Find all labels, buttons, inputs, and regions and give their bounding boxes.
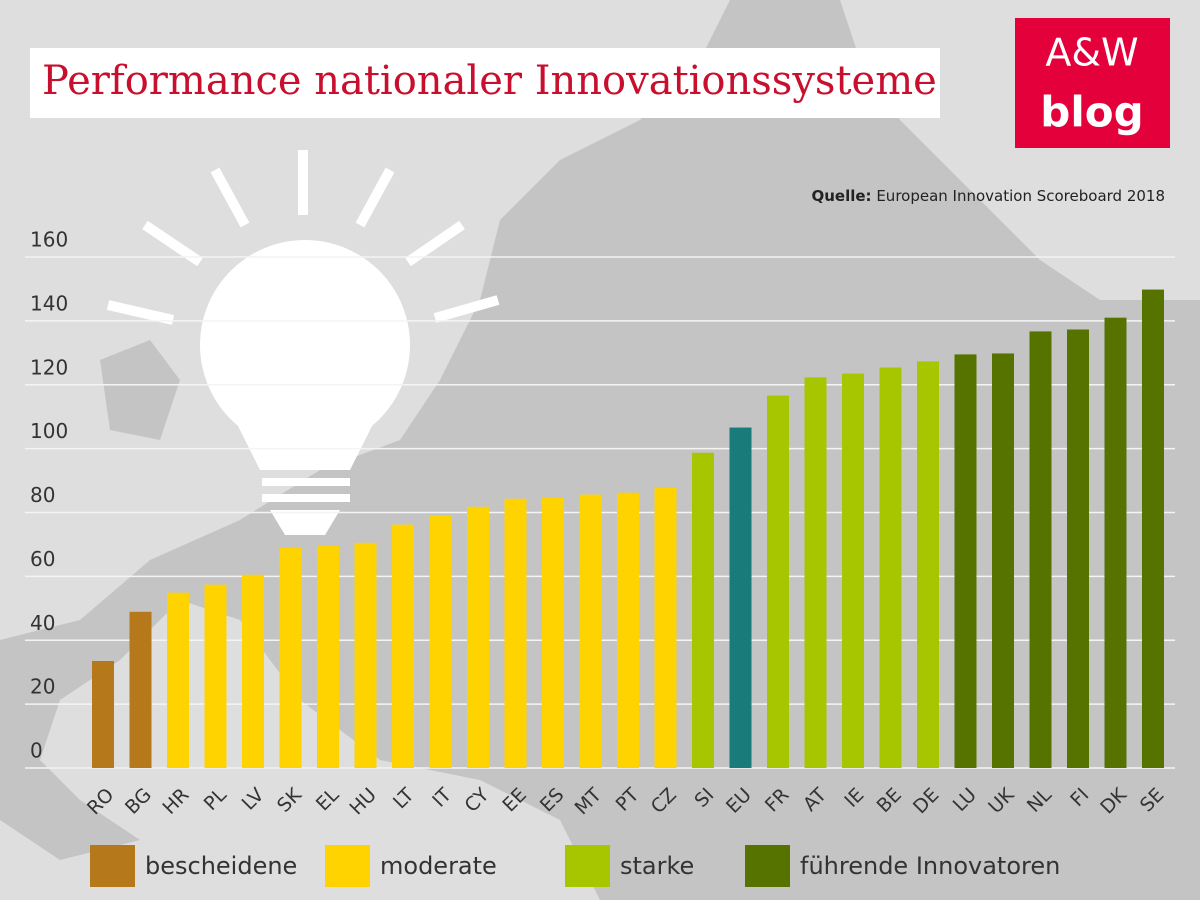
bar: [279, 547, 302, 768]
bar: [1067, 329, 1089, 768]
bar: [92, 661, 114, 768]
bar: [692, 452, 714, 768]
bar: [954, 354, 977, 768]
legend-label: starke: [620, 852, 694, 880]
bar: [1029, 331, 1052, 768]
source: Quelle: European Innovation Scoreboard 2…: [811, 187, 1165, 205]
bar: [579, 494, 602, 768]
bar: [842, 373, 864, 768]
legend-swatch: [745, 845, 790, 887]
source-text: European Innovation Scoreboard 2018: [876, 187, 1165, 205]
lightbulb: [106, 150, 500, 535]
bar: [654, 487, 677, 768]
legend-swatch: [565, 845, 610, 887]
bar: [392, 524, 414, 768]
legend-swatch: [325, 845, 370, 887]
bar: [992, 353, 1014, 768]
y-tick-label: 80: [30, 483, 55, 507]
bar: [317, 545, 339, 768]
chart-title: Performance nationaler Innovationssystem…: [42, 58, 937, 104]
bar: [204, 584, 227, 768]
y-tick-label: 20: [30, 675, 55, 699]
y-tick-label: 60: [30, 547, 55, 571]
bar: [617, 492, 639, 768]
bar: [879, 367, 902, 768]
bar: [504, 498, 527, 768]
bar: [804, 377, 827, 768]
bar: [167, 592, 189, 768]
bar: [917, 361, 939, 768]
legend-label: führende Innovatoren: [800, 852, 1060, 880]
bar: [354, 542, 377, 768]
y-tick-label: 0: [30, 739, 43, 763]
bar: [1104, 317, 1127, 768]
legend-label: moderate: [380, 852, 497, 880]
y-tick-label: 120: [30, 355, 68, 379]
logo-text: A&W: [1045, 31, 1138, 75]
y-tick-label: 40: [30, 611, 55, 635]
title-box: [30, 48, 940, 118]
bar: [767, 395, 789, 768]
bar: [242, 574, 264, 768]
source-label: Quelle:: [811, 187, 871, 205]
legend-label: bescheidene: [145, 852, 297, 880]
bar: [1142, 289, 1164, 768]
bar: [129, 611, 152, 768]
y-tick-label: 160: [30, 228, 68, 252]
bar: [467, 506, 489, 768]
logo-text: blog: [1040, 88, 1143, 137]
bar: [729, 427, 752, 768]
logo-box: [1015, 18, 1170, 148]
bar: [542, 497, 564, 768]
y-tick-label: 140: [30, 291, 68, 315]
legend-swatch: [90, 845, 135, 887]
y-tick-label: 100: [30, 419, 68, 443]
bar: [429, 515, 452, 768]
